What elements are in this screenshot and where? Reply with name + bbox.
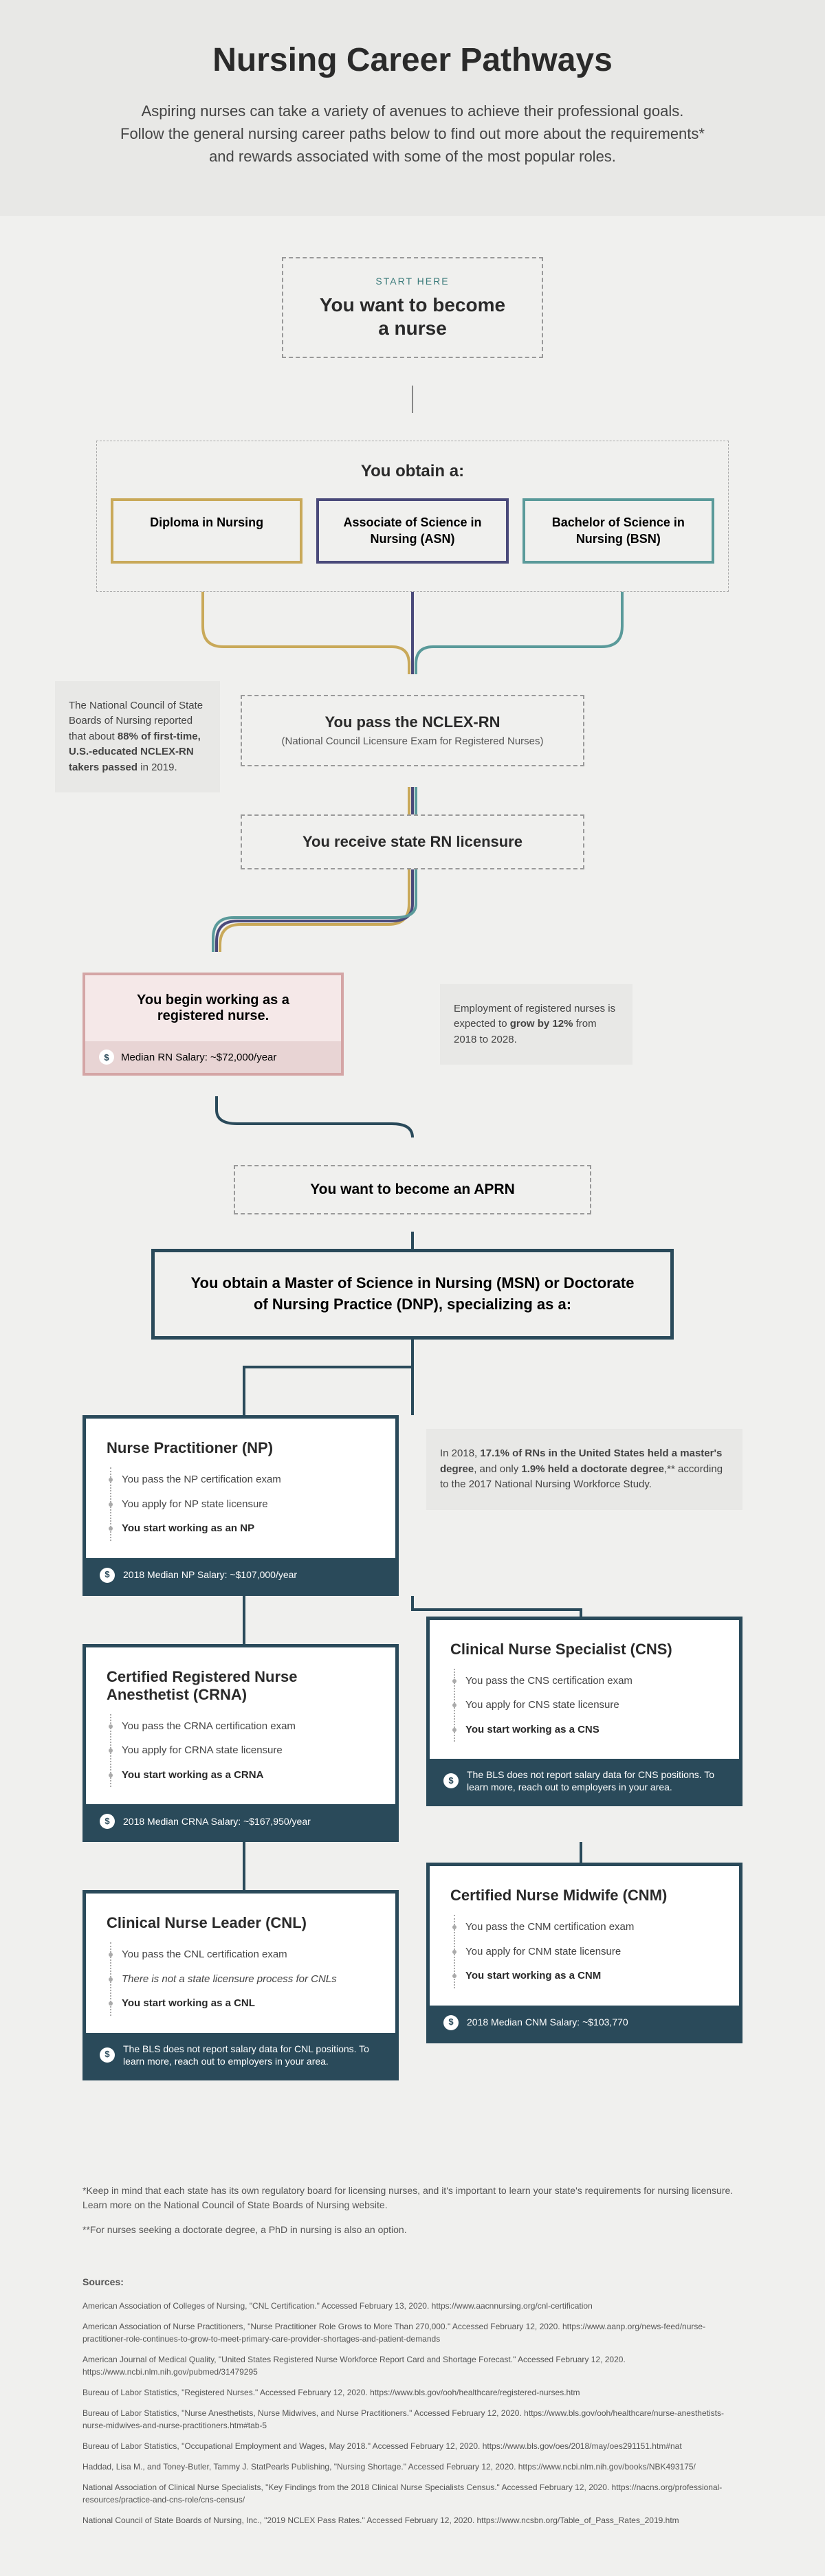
dollar-icon: $: [100, 2047, 115, 2063]
cnl-step: There is not a state licensure process f…: [122, 1967, 375, 1992]
connector: [82, 787, 742, 814]
spec-np: Nurse Practitioner (NP) You pass the NP …: [82, 1415, 399, 1596]
cnm-step: You apply for CNM state licensure: [465, 1940, 718, 1964]
source: Bureau of Labor Statistics, "Occupationa…: [82, 2440, 742, 2452]
cnl-step: You pass the CNL certification exam: [122, 1942, 375, 1967]
spec-crna: Certified Registered Nurse Anesthetist (…: [82, 1644, 399, 1843]
rn-title: You begin working as a registered nurse.: [85, 975, 341, 1041]
dollar-icon: $: [443, 2015, 459, 2030]
degree-asn: Associate of Science in Nursing (ASN): [316, 498, 508, 564]
connector: [82, 1374, 742, 1415]
cnm-salary: $ 2018 Median CNM Salary: ~$103,770: [430, 2006, 739, 2040]
cnm-step: You start working as a CNM: [465, 1964, 718, 1988]
source: American Association of Nurse Practition…: [82, 2320, 742, 2345]
licensure-box: You receive state RN licensure: [241, 814, 584, 869]
np-step: You pass the NP certification exam: [122, 1467, 375, 1492]
licensure-text: You receive state RN licensure: [270, 833, 556, 851]
spec-row-3: Clinical Nurse Leader (CNL) You pass the…: [82, 1863, 742, 2080]
np-steps: You pass the NP certification exam You a…: [110, 1467, 375, 1541]
connector: [82, 1096, 742, 1137]
cnl-steps: You pass the CNL certification exam Ther…: [110, 1942, 375, 2016]
start-box: START HERE You want to become a nurse: [282, 257, 543, 358]
connector: [411, 1232, 414, 1249]
start-text: You want to become a nurse: [318, 293, 507, 340]
crna-title: Certified Registered Nurse Anesthetist (…: [107, 1668, 375, 1704]
cnm-step: You pass the CNM certification exam: [465, 1915, 718, 1940]
page-title: Nursing Career Pathways: [69, 41, 756, 79]
source: Bureau of Labor Statistics, "Nurse Anest…: [82, 2407, 742, 2432]
crna-step: You start working as a CRNA: [122, 1763, 375, 1788]
sources: Sources: American Association of College…: [0, 2275, 825, 2576]
cnl-title: Clinical Nurse Leader (CNL): [107, 1914, 375, 1932]
infographic-container: Nursing Career Pathways Aspiring nurses …: [0, 0, 825, 2576]
crna-step: You apply for CRNA state licensure: [122, 1738, 375, 1763]
degree-diploma: Diploma in Nursing: [111, 498, 302, 564]
degree-bsn: Bachelor of Science in Nursing (BSN): [522, 498, 714, 564]
degree-row: Diploma in Nursing Associate of Science …: [111, 498, 714, 564]
np-salary: $ 2018 Median NP Salary: ~$107,000/year: [86, 1558, 395, 1592]
rn-row: You begin working as a registered nurse.…: [82, 973, 742, 1076]
source: National Council of State Boards of Nurs…: [82, 2514, 742, 2527]
spec-cns: Clinical Nurse Specialist (CNS) You pass…: [426, 1617, 742, 1807]
source: National Association of Clinical Nurse S…: [82, 2481, 742, 2506]
nclex-sub: (National Council Licensure Exam for Reg…: [270, 735, 556, 748]
obtain-title: You obtain a:: [111, 462, 714, 481]
cns-step: You pass the CNS certification exam: [465, 1669, 718, 1694]
aprn-box: You want to become an APRN: [234, 1165, 591, 1214]
spec-cnl: Clinical Nurse Leader (CNL) You pass the…: [82, 1890, 399, 2080]
source: Bureau of Labor Statistics, "Registered …: [82, 2386, 742, 2399]
rn-salary: Median RN Salary: ~$72,000/year: [121, 1052, 276, 1063]
dollar-icon: $: [100, 1814, 115, 1829]
cnm-steps: You pass the CNM certification exam You …: [454, 1915, 718, 1988]
spec-cnm: Certified Nurse Midwife (CNM) You pass t…: [426, 1863, 742, 2043]
cnl-salary: $ The BLS does not report salary data fo…: [86, 2033, 395, 2077]
cnm-title: Certified Nurse Midwife (CNM): [450, 1887, 718, 1905]
rn-box: You begin working as a registered nurse.…: [82, 973, 344, 1076]
cns-step: You start working as a CNS: [465, 1718, 718, 1742]
fact-degree: In 2018, 17.1% of RNs in the United Stat…: [426, 1429, 742, 1510]
footnote-2: **For nurses seeking a doctorate degree,…: [82, 2223, 742, 2237]
source: Haddad, Lisa M., and Toney-Butler, Tammy…: [82, 2461, 742, 2473]
np-step: You apply for NP state licensure: [122, 1492, 375, 1517]
msn-box: You obtain a Master of Science in Nursin…: [151, 1249, 674, 1340]
obtain-section: You obtain a: Diploma in Nursing Associa…: [96, 441, 729, 592]
crna-salary: $ 2018 Median CRNA Salary: ~$167,950/yea…: [86, 1804, 395, 1839]
footnote-1: *Keep in mind that each state has its ow…: [82, 2184, 742, 2212]
footnotes: *Keep in mind that each state has its ow…: [0, 2142, 825, 2275]
nclex-row: The National Council of State Boards of …: [82, 695, 742, 767]
rn-salary-bar: $ Median RN Salary: ~$72,000/year: [85, 1041, 341, 1073]
start-label: START HERE: [318, 276, 507, 287]
np-title: Nurse Practitioner (NP): [107, 1439, 375, 1457]
nclex-box: You pass the NCLEX-RN (National Council …: [241, 695, 584, 767]
np-step: You start working as an NP: [122, 1516, 375, 1541]
crna-steps: You pass the CRNA certification exam You…: [110, 1714, 375, 1788]
content: START HERE You want to become a nurse Yo…: [0, 216, 825, 2142]
cns-steps: You pass the CNS certification exam You …: [454, 1669, 718, 1742]
nclex-main: You pass the NCLEX-RN: [270, 713, 556, 731]
header: Nursing Career Pathways Aspiring nurses …: [0, 0, 825, 216]
cns-salary: $ The BLS does not report salary data fo…: [430, 1759, 739, 1803]
spec-row-2: Certified Registered Nurse Anesthetist (…: [82, 1617, 742, 1843]
page-subtitle: Aspiring nurses can take a variety of av…: [120, 100, 705, 168]
cnl-step: You start working as a CNL: [122, 1991, 375, 2016]
dollar-icon: $: [99, 1050, 114, 1065]
cns-title: Clinical Nurse Specialist (CNS): [450, 1641, 718, 1658]
crna-step: You pass the CRNA certification exam: [122, 1714, 375, 1739]
fact-nclex: The National Council of State Boards of …: [55, 681, 220, 793]
fact-employment: Employment of registered nurses is expec…: [440, 984, 632, 1065]
spec-row-1: Nurse Practitioner (NP) You pass the NP …: [82, 1415, 742, 1596]
cns-step: You apply for CNS state licensure: [465, 1693, 718, 1718]
sources-title: Sources:: [82, 2275, 742, 2289]
source: American Association of Colleges of Nurs…: [82, 2300, 742, 2312]
flow-merge: [82, 619, 742, 674]
connector: [412, 386, 413, 413]
source: American Journal of Medical Quality, "Un…: [82, 2353, 742, 2378]
dollar-icon: $: [443, 1773, 459, 1788]
connector: [82, 869, 742, 952]
dollar-icon: $: [100, 1568, 115, 1583]
